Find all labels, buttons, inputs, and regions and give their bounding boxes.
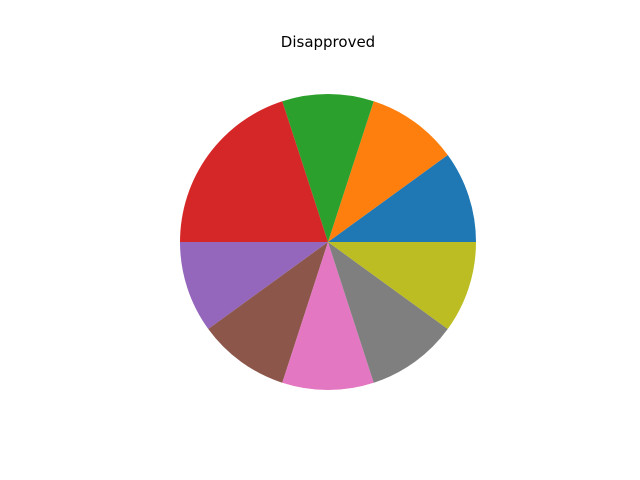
pie-slice-9 [328,242,476,329]
chart-title: Disapproved [280,33,376,51]
pie-slices [180,93,476,391]
pie-slice-1 [328,155,476,242]
pie-slice-4 [180,101,328,243]
pie-slice-7 [282,242,374,391]
pie-slice-8 [328,242,448,383]
pie-slice-6 [208,242,328,383]
pie-slice-5 [180,242,328,329]
pie-slice-2 [328,101,448,243]
pie-slice-3 [282,93,374,242]
